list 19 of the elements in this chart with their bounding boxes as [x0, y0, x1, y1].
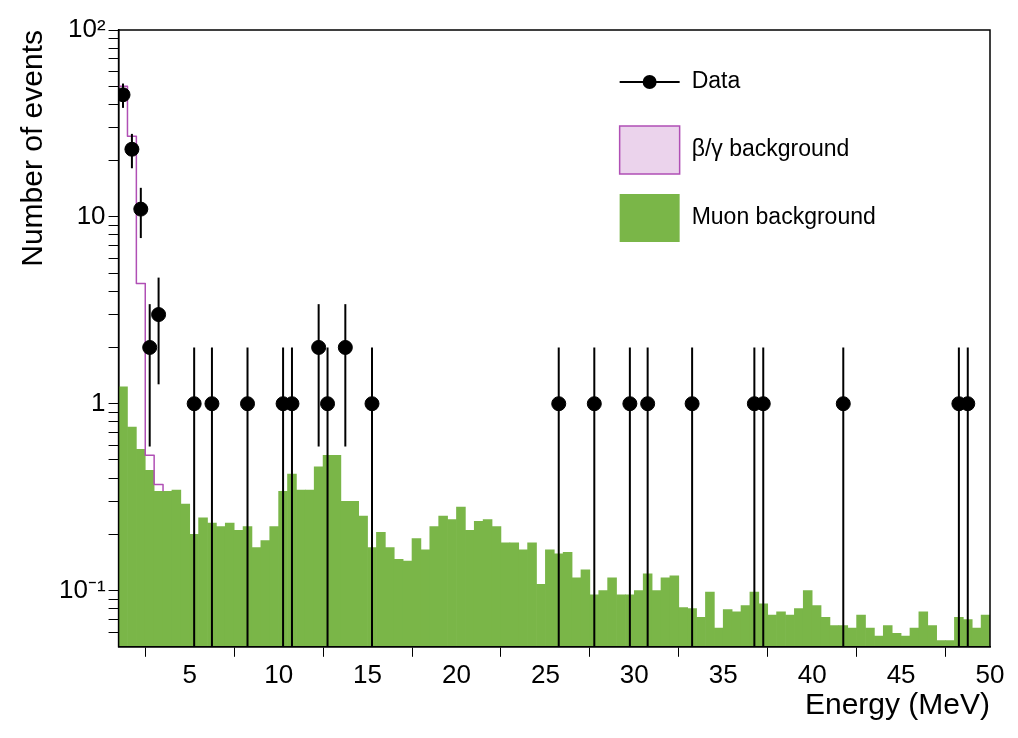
- x-tick-label: 10: [264, 658, 294, 689]
- x-tick-label: 45: [886, 658, 916, 689]
- y-tick-label: 10²: [68, 13, 106, 44]
- legend-label: Muon background: [691, 203, 876, 230]
- legend-label: β/γ background: [691, 135, 850, 162]
- x-tick-label: 25: [530, 658, 560, 689]
- x-tick-label: 20: [442, 658, 471, 689]
- x-tick-label: 35: [708, 658, 738, 689]
- y-axis-title: Number of events: [15, 30, 49, 267]
- x-tick-label: 5: [182, 658, 197, 689]
- legend-label: Data: [691, 67, 741, 94]
- x-tick-label: 40: [797, 658, 827, 689]
- x-tick-label: 30: [619, 658, 649, 689]
- y-tick-label: 1: [91, 386, 106, 417]
- y-tick-label: 10: [76, 200, 106, 231]
- x-axis-title: Energy (MeV): [804, 687, 990, 721]
- y-tick-label: 10⁻¹: [59, 573, 106, 604]
- x-tick-label: 15: [353, 658, 383, 689]
- x-tick-label: 50: [975, 658, 1005, 689]
